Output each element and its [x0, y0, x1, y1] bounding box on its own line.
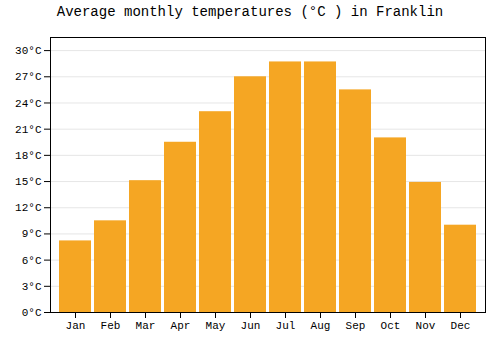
svg-text:30°C: 30°C — [15, 45, 42, 57]
svg-text:Feb: Feb — [101, 320, 121, 332]
svg-text:12°C: 12°C — [15, 202, 42, 214]
svg-text:Mar: Mar — [136, 320, 156, 332]
svg-text:Nov: Nov — [416, 320, 436, 332]
svg-text:Jun: Jun — [241, 320, 261, 332]
svg-text:18°C: 18°C — [15, 150, 42, 162]
svg-text:9°C: 9°C — [22, 228, 42, 240]
svg-text:Oct: Oct — [381, 320, 401, 332]
html-text:Average monthly temperatures (: Average monthly temperatures (°C ) in Fr… — [56, 4, 444, 20]
svg-text:Aug: Aug — [311, 320, 331, 332]
svg-text:21°C: 21°C — [15, 124, 42, 136]
svg-text:May: May — [206, 320, 226, 332]
svg-text:3°C: 3°C — [22, 281, 42, 293]
svg-text:27°C: 27°C — [15, 71, 42, 83]
svg-text:6°C: 6°C — [22, 255, 42, 267]
svg-text:Apr: Apr — [171, 320, 191, 332]
svg-text:Dec: Dec — [451, 320, 471, 332]
svg-text:Jan: Jan — [66, 320, 86, 332]
svg-text:24°C: 24°C — [15, 97, 42, 109]
svg-text:15°C: 15°C — [15, 176, 42, 188]
svg-text:0°C: 0°C — [22, 307, 42, 319]
svg-text:Jul: Jul — [276, 320, 296, 332]
svg-text:Sep: Sep — [346, 320, 366, 332]
